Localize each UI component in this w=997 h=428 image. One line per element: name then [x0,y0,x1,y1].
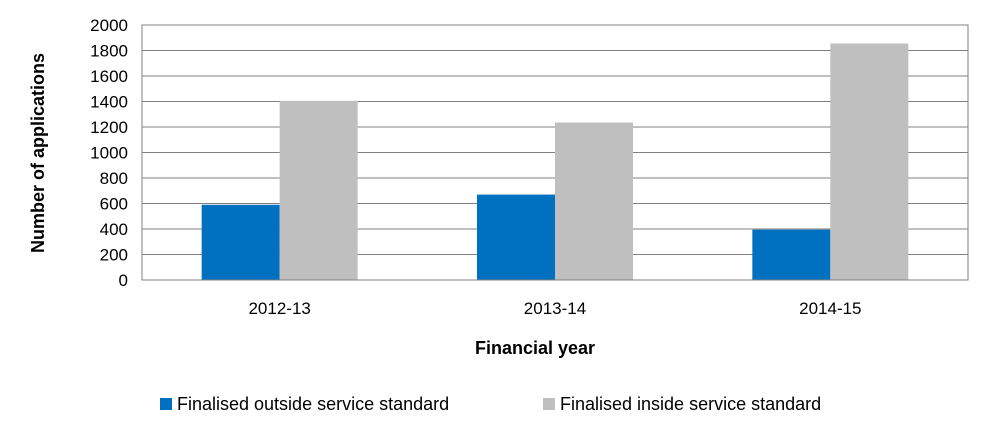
y-tick-label: 1800 [90,42,128,61]
legend-swatch-inside [543,398,555,410]
y-tick-label: 1400 [90,93,128,112]
legend-label-inside: Finalised inside service standard [560,394,821,414]
y-tick-label: 1200 [90,118,128,137]
y-tick-label: 400 [100,220,128,239]
y-axis-title: Number of applications [28,53,48,253]
bar-inside-2012-13 [279,100,358,280]
x-tick-label: 2014-15 [799,299,861,318]
x-tick-labels: 2012-13 2013-14 2014-15 [248,299,861,318]
y-tick-label: 1600 [90,67,128,86]
x-tick-label: 2012-13 [248,299,310,318]
x-tick-label: 2013-14 [524,299,586,318]
bar-outside-2012-13 [201,204,280,280]
bar-inside-2014-15 [830,43,909,280]
plot-area-border [141,24,969,281]
bars [201,43,909,280]
y-tick-label: 800 [100,169,128,188]
y-tick-label: 600 [100,195,128,214]
x-axis-title: Financial year [475,338,595,358]
legend-swatch-outside [160,398,172,410]
bar-inside-2013-14 [555,122,633,280]
bar-outside-2014-15 [752,229,831,280]
y-tick-label: 0 [119,271,128,290]
y-tick-label: 2000 [90,16,128,35]
legend: Finalised outside service standard Final… [160,394,821,414]
legend-label-outside: Finalised outside service standard [177,394,449,414]
y-tick-label: 200 [100,246,128,265]
bar-outside-2013-14 [477,194,555,280]
y-tick-label: 1000 [90,144,128,163]
y-tick-labels: 0 200 400 600 800 1000 1200 1400 1600 1800 2000 [90,16,128,290]
